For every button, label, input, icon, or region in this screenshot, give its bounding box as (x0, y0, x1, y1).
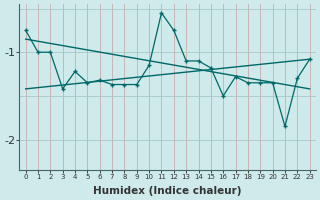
X-axis label: Humidex (Indice chaleur): Humidex (Indice chaleur) (93, 186, 242, 196)
